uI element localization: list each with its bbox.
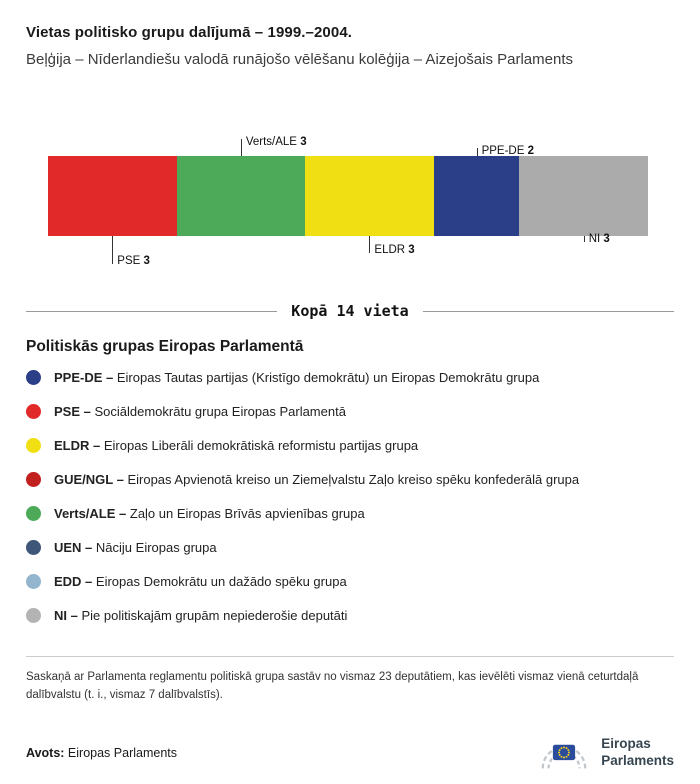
legend-dot-edd [26,573,41,589]
legend-list: PPE-DE – Eiropas Tautas partijas (Kristī… [26,360,674,632]
callout-pse: PSE 3 [112,236,150,267]
legend-label: Verts/ALE – Zaļo un Eiropas Brīvās apvie… [54,505,365,521]
divider-line-left [26,310,278,312]
callout-label: PSE 3 [117,255,150,267]
legend-dot-ppe-de [26,369,41,385]
callout-line [476,148,478,156]
legend-dot-eldr [26,437,41,453]
legend-dot-gue-ngl [26,471,41,487]
callout-line [369,236,371,253]
legend-heading: Politiskās grupas Eiropas Parlamentā [26,338,304,355]
legend-item-edd: EDD – Eiropas Demokrātu un dažādo spēku … [26,564,674,598]
bar-segment-verts-ale [176,156,306,236]
callout-ppe-de: PPE-DE 2 [476,145,534,157]
bar-segment-ni [519,156,648,236]
callout-verts-ale: Verts/ALE 3 [240,136,307,156]
callout-label: NI 3 [588,233,610,245]
legend-label: UEN – Nāciju Eiropas grupa [54,539,217,555]
legend-label: PSE – Sociāldemokrātu grupa Eiropas Parl… [54,403,346,419]
stacked-bar: PSE 3 Verts/ALE 3 ELDR 3 PPE-DE 2 NI 3 [48,136,648,267]
callout-label: PPE-DE 2 [481,145,534,157]
legend-dot-ni [26,607,41,623]
legend-item-eldr: ELDR – Eiropas Liberāli demokrātiskā ref… [26,428,674,462]
legend-item-ni: NI – Pie politiskajām grupām nepiederoši… [26,598,674,632]
legend-item-ppe-de: PPE-DE – Eiropas Tautas partijas (Kristī… [26,360,674,394]
legend-item-verts-ale: Verts/ALE – Zaļo un Eiropas Brīvās apvie… [26,496,674,530]
chart-title: Vietas politisko grupu dalījumā – 1999.–… [26,24,353,41]
legend-item-gue-ngl: GUE/NGL – Eiropas Apvienotā kreiso un Zi… [26,462,674,496]
legend-dot-pse [26,403,41,419]
footnote: Saskaņā ar Parlamenta reglamentu politis… [26,656,674,705]
callout-label: ELDR 3 [374,244,415,256]
chart-subtitle: Beļģija – Nīderlandiešu valodā runājošo … [26,51,573,68]
legend-dot-verts-ale [26,505,41,521]
legend-item-uen: UEN – Nāciju Eiropas grupa [26,530,674,564]
callout-line [240,139,242,156]
callout-line [583,236,585,242]
legend-label: ELDR – Eiropas Liberāli demokrātiskā ref… [54,437,419,453]
source-value: Eiropas Parlaments [67,746,177,761]
callout-eldr: ELDR 3 [369,236,415,256]
stacked-bar-chart: PSE 3 Verts/ALE 3 ELDR 3 PPE-DE 2 NI 3 [48,136,648,267]
source-label: Avots: [26,746,65,761]
bar-segment-ppe-de [433,156,520,236]
ep-logo-text: Eiropas Parlaments [601,736,674,770]
ep-logo-line1: Eiropas [601,736,651,752]
total-seats-label: Kopā 14 vieta [291,302,409,320]
bar-segment-pse [48,156,177,236]
legend-label: NI – Pie politiskajām grupām nepiederoši… [54,607,348,623]
callout-ni: NI 3 [583,233,610,245]
legend-dot-uen [26,539,41,555]
legend-item-pse: PSE – Sociāldemokrātu grupa Eiropas Parl… [26,394,674,428]
bottom-row: Avots: Eiropas Parlaments [26,729,674,778]
ep-logo-line2: Parlaments [601,753,674,769]
ep-logo: Eiropas Parlaments [535,729,674,778]
callout-label: Verts/ALE 3 [245,136,307,148]
legend-label: PPE-DE – Eiropas Tautas partijas (Kristī… [54,369,540,385]
ep-logo-icon [535,729,593,778]
callout-line [112,236,114,264]
legend-label: EDD – Eiropas Demokrātu un dažādo spēku … [54,573,347,589]
divider-line-right [422,310,674,312]
bar-segment-eldr [305,156,434,236]
source-line: Avots: Eiropas Parlaments [26,746,177,760]
total-divider: Kopā 14 vieta [26,302,674,320]
legend-label: GUE/NGL – Eiropas Apvienotā kreiso un Zi… [54,471,580,487]
